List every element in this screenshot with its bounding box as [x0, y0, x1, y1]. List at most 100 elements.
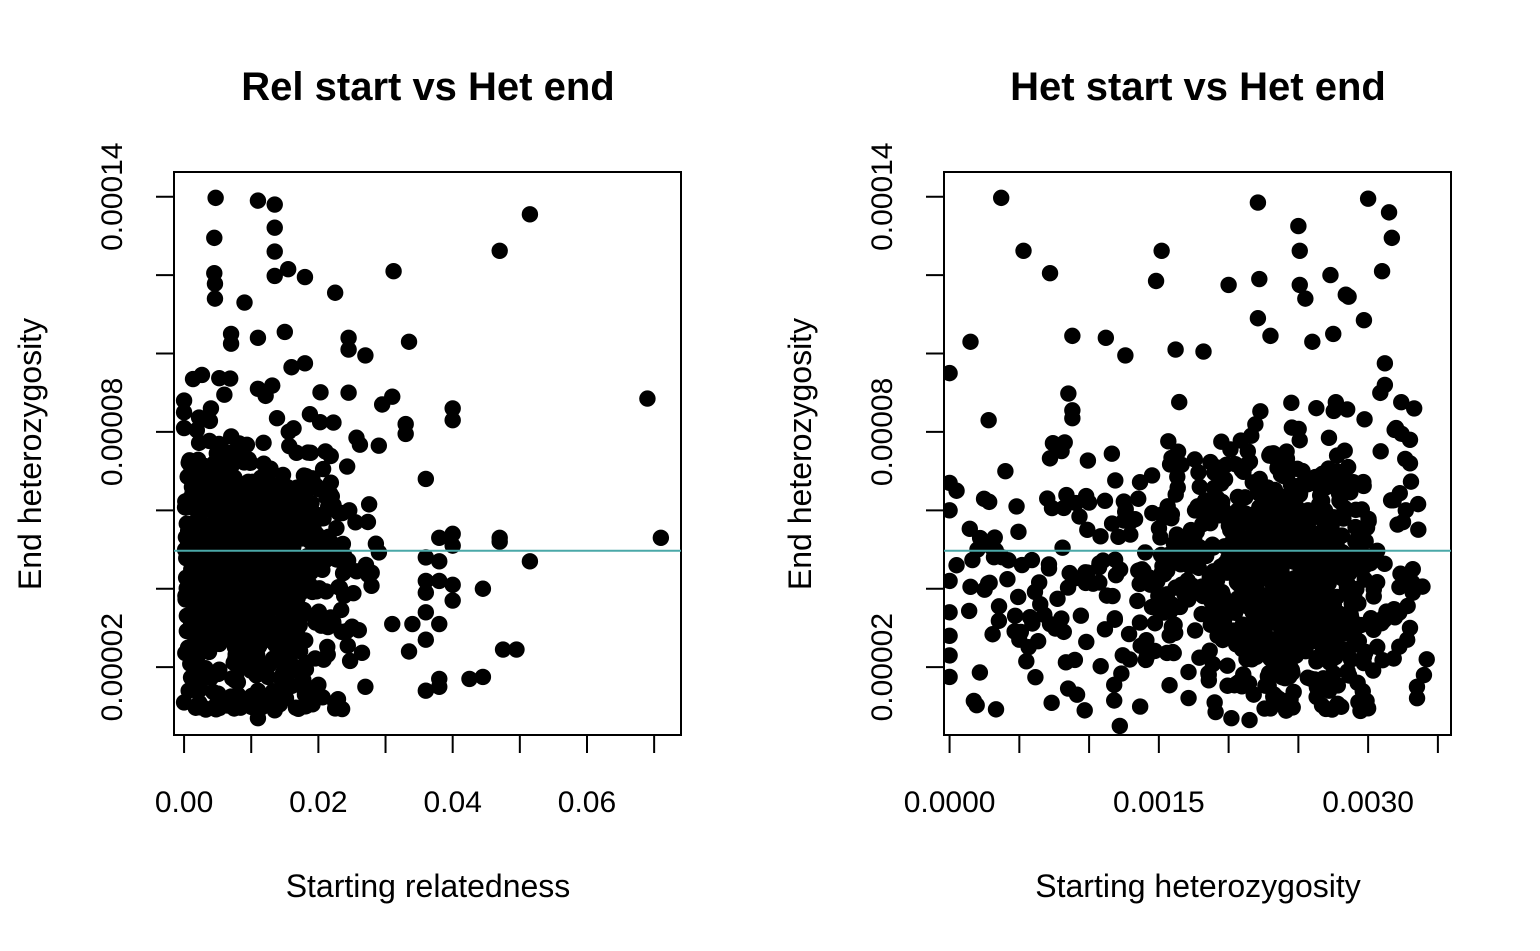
data-point	[1391, 604, 1408, 621]
data-point	[1252, 403, 1269, 420]
data-point	[944, 364, 958, 382]
data-point	[521, 206, 539, 223]
data-point	[404, 615, 421, 633]
data-point	[1006, 607, 1024, 625]
data-point	[431, 529, 448, 546]
data-point	[1284, 664, 1301, 681]
data-point	[494, 641, 512, 658]
data-point	[177, 591, 194, 608]
data-point	[976, 581, 993, 598]
data-point	[1229, 488, 1247, 506]
data-point	[190, 434, 208, 452]
data-point	[1262, 327, 1279, 345]
data-point	[1299, 669, 1316, 686]
data-point	[294, 582, 311, 600]
data-point	[242, 454, 259, 472]
data-point	[1167, 486, 1184, 503]
data-point	[1275, 467, 1292, 485]
data-point	[1237, 457, 1255, 474]
data-point	[1026, 583, 1044, 601]
data-point	[1096, 492, 1114, 510]
data-point	[417, 682, 435, 699]
data-point	[1078, 633, 1095, 651]
data-point	[270, 639, 287, 657]
data-point	[491, 533, 508, 550]
data-point	[993, 189, 1010, 207]
data-point	[326, 694, 344, 711]
y-tick-label: 0.00002	[96, 613, 129, 721]
data-point	[1044, 435, 1062, 452]
data-point	[1156, 566, 1173, 583]
data-point	[1232, 432, 1250, 449]
y-tick-label: 0.00014	[96, 142, 129, 250]
data-point	[990, 598, 1008, 615]
data-point	[210, 685, 227, 702]
data-point	[1291, 276, 1308, 294]
data-point	[1231, 631, 1248, 648]
data-point	[1143, 467, 1161, 484]
data-point	[1385, 492, 1402, 509]
data-point	[1079, 452, 1097, 469]
data-point	[1018, 653, 1035, 670]
data-point	[357, 347, 374, 364]
data-point	[521, 553, 539, 570]
data-point	[1200, 672, 1218, 689]
data-point	[260, 656, 278, 674]
data-point	[1212, 470, 1230, 487]
data-point	[370, 544, 388, 561]
data-point	[297, 654, 315, 672]
data-point	[652, 529, 670, 546]
data-point	[962, 578, 979, 596]
data-point	[348, 429, 365, 446]
data-point	[271, 476, 288, 494]
data-point	[1338, 482, 1356, 500]
data-point	[341, 652, 359, 670]
data-point	[243, 494, 260, 511]
data-point	[1054, 539, 1071, 556]
data-point	[1169, 468, 1186, 485]
y-axis-label: End heterozygosity	[782, 318, 818, 590]
data-point	[984, 626, 1001, 643]
data-point	[1039, 490, 1056, 507]
data-point	[1308, 399, 1325, 417]
data-point	[1401, 619, 1419, 637]
data-point	[312, 384, 329, 401]
data-point	[324, 535, 341, 553]
x-tick-label: 0.0000	[904, 786, 996, 819]
data-point	[227, 649, 244, 667]
data-point	[1131, 473, 1149, 491]
x-axis-label: Starting relatedness	[286, 868, 571, 904]
data-point	[339, 637, 356, 654]
data-point	[1120, 625, 1138, 643]
data-point	[207, 189, 224, 207]
data-point	[1265, 688, 1282, 705]
data-point	[319, 618, 337, 636]
data-point	[1060, 385, 1077, 402]
data-point	[999, 570, 1016, 588]
data-point	[1131, 575, 1148, 593]
data-point	[1298, 512, 1315, 529]
data-point	[1106, 692, 1123, 709]
data-point	[969, 541, 986, 558]
data-point	[187, 625, 204, 643]
data-point	[1225, 553, 1242, 570]
data-point	[311, 580, 328, 597]
data-point	[296, 698, 314, 715]
data-point	[206, 275, 224, 292]
data-point	[249, 682, 267, 699]
data-point	[1103, 445, 1121, 462]
data-point	[431, 615, 448, 633]
data-point	[262, 580, 280, 597]
data-point	[326, 284, 344, 301]
data-point	[310, 480, 328, 498]
data-point	[288, 513, 305, 530]
data-point	[1071, 508, 1088, 525]
data-point	[296, 268, 314, 286]
data-point	[182, 457, 200, 475]
data-point	[222, 688, 240, 705]
data-point	[249, 380, 267, 398]
data-point	[417, 584, 435, 601]
data-point	[314, 460, 332, 478]
scatter-panel-het-start: Het start vs Het end Starting heterozygo…	[782, 65, 1452, 904]
data-point	[1066, 570, 1084, 587]
